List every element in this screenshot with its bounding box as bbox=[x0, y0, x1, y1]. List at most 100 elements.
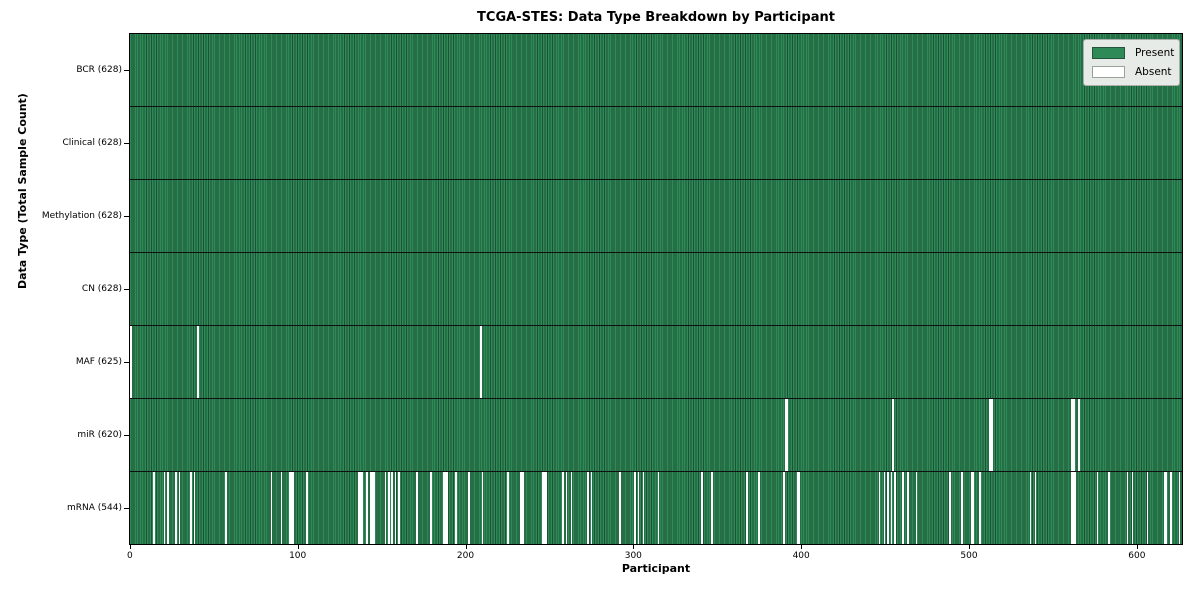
absent-stripe bbox=[1178, 472, 1181, 544]
absent-stripe bbox=[359, 472, 362, 544]
absent-stripe bbox=[153, 472, 156, 544]
absent-stripe bbox=[521, 472, 524, 544]
absent-stripe bbox=[915, 472, 918, 544]
absent-stripe bbox=[562, 472, 564, 544]
absent-stripe bbox=[193, 472, 196, 544]
absent-stripe bbox=[590, 472, 593, 544]
absent-stripe bbox=[883, 472, 886, 544]
absent-stripe bbox=[907, 472, 909, 544]
absent-stripe bbox=[520, 472, 522, 544]
absent-stripe bbox=[989, 399, 992, 471]
absent-stripe bbox=[387, 472, 390, 544]
absent-stripe bbox=[1131, 472, 1134, 544]
absent-stripe bbox=[443, 472, 445, 544]
y-tick-label: Methylation (628) bbox=[41, 210, 122, 221]
absent-stripe bbox=[1126, 472, 1129, 544]
absent-stripe bbox=[1163, 472, 1166, 544]
row-mir bbox=[130, 398, 1182, 471]
absent-stripe bbox=[543, 472, 546, 544]
absent-stripe bbox=[481, 472, 484, 544]
absent-stripe bbox=[970, 472, 973, 544]
x-axis-label: Participant bbox=[621, 562, 691, 575]
absent-stripe bbox=[991, 399, 993, 471]
absent-stripe bbox=[398, 472, 400, 544]
absent-stripe bbox=[746, 472, 749, 544]
x-tick-mark bbox=[801, 545, 803, 549]
absent-stripe bbox=[1073, 472, 1075, 544]
absent-stripe bbox=[225, 472, 228, 544]
absent-stripe bbox=[166, 472, 169, 544]
absent-stripe bbox=[292, 472, 295, 544]
absent-stripe bbox=[1073, 399, 1075, 471]
absent-stripe bbox=[798, 472, 801, 544]
absent-stripe bbox=[634, 472, 636, 544]
absent-stripe bbox=[197, 326, 199, 398]
absent-stripe bbox=[384, 472, 387, 544]
absent-stripe bbox=[1029, 472, 1032, 544]
y-tick-label: miR (620) bbox=[77, 430, 122, 441]
absent-stripe bbox=[1034, 472, 1037, 544]
absent-stripe bbox=[163, 472, 166, 544]
absent-stripe bbox=[446, 472, 449, 544]
absent-stripe bbox=[637, 472, 640, 544]
absent-stripe bbox=[371, 472, 373, 544]
row-bcr bbox=[130, 34, 1182, 106]
row-methylation bbox=[130, 179, 1182, 252]
absent-stripe bbox=[786, 399, 789, 471]
row-clinical bbox=[130, 106, 1182, 179]
y-tick-mark bbox=[124, 142, 129, 144]
absent-stripe bbox=[480, 326, 482, 398]
absent-stripe bbox=[369, 472, 372, 544]
absent-stripe bbox=[305, 472, 308, 544]
absent-stripe bbox=[949, 472, 951, 544]
absent-stripe bbox=[893, 472, 896, 544]
absent-stripe bbox=[892, 399, 894, 471]
absent-stripe bbox=[1096, 472, 1099, 544]
chart-title: TCGA-STES: Data Type Breakdown by Partic… bbox=[477, 10, 835, 25]
absent-stripe bbox=[280, 472, 283, 544]
absent-stripe bbox=[270, 472, 273, 544]
row-mrna bbox=[130, 471, 1182, 544]
absent-stripe bbox=[902, 472, 904, 544]
row-maf bbox=[130, 325, 1182, 398]
absent-stripe bbox=[357, 472, 360, 544]
absent-stripe bbox=[1108, 472, 1110, 544]
x-tick-mark bbox=[633, 545, 635, 549]
absent-stripe bbox=[890, 472, 893, 544]
absent-stripe bbox=[887, 472, 889, 544]
absent-stripe bbox=[642, 472, 645, 544]
y-tick-label: BCR (628) bbox=[76, 64, 122, 75]
y-tick-mark bbox=[124, 289, 129, 290]
absent-stripe bbox=[1170, 472, 1172, 544]
absent-stripe bbox=[758, 472, 760, 544]
absent-stripe bbox=[878, 472, 881, 544]
y-tick-mark bbox=[124, 435, 129, 437]
x-tick-mark bbox=[129, 545, 131, 549]
absent-stripe bbox=[444, 472, 447, 544]
y-tick-label: Clinical (628) bbox=[62, 137, 122, 148]
absent-stripe bbox=[361, 472, 363, 544]
absent-stripe bbox=[701, 472, 703, 544]
absent-stripe bbox=[657, 472, 660, 544]
y-tick-mark bbox=[124, 69, 129, 71]
absent-stripe bbox=[290, 472, 293, 544]
absent-stripe bbox=[454, 472, 457, 544]
row-cn bbox=[130, 252, 1182, 325]
absent-stripe bbox=[289, 472, 291, 544]
absent-stripe bbox=[178, 472, 181, 544]
absent-stripe bbox=[587, 472, 589, 544]
absent-stripe bbox=[972, 472, 975, 544]
absent-stripe bbox=[542, 472, 544, 544]
absent-stripe bbox=[545, 472, 548, 544]
x-tick-mark bbox=[1136, 545, 1138, 549]
x-tick-mark bbox=[969, 545, 970, 549]
absent-stripe bbox=[619, 472, 621, 544]
x-tick-label: 500 bbox=[960, 551, 978, 561]
y-tick-label: CN (628) bbox=[81, 284, 122, 294]
absent-stripe bbox=[1165, 472, 1167, 544]
absent-stripe bbox=[1071, 472, 1074, 544]
absent-stripe bbox=[1146, 472, 1149, 544]
y-tick-label: mRNA (544) bbox=[67, 503, 122, 514]
y-tick-mark bbox=[124, 215, 129, 217]
